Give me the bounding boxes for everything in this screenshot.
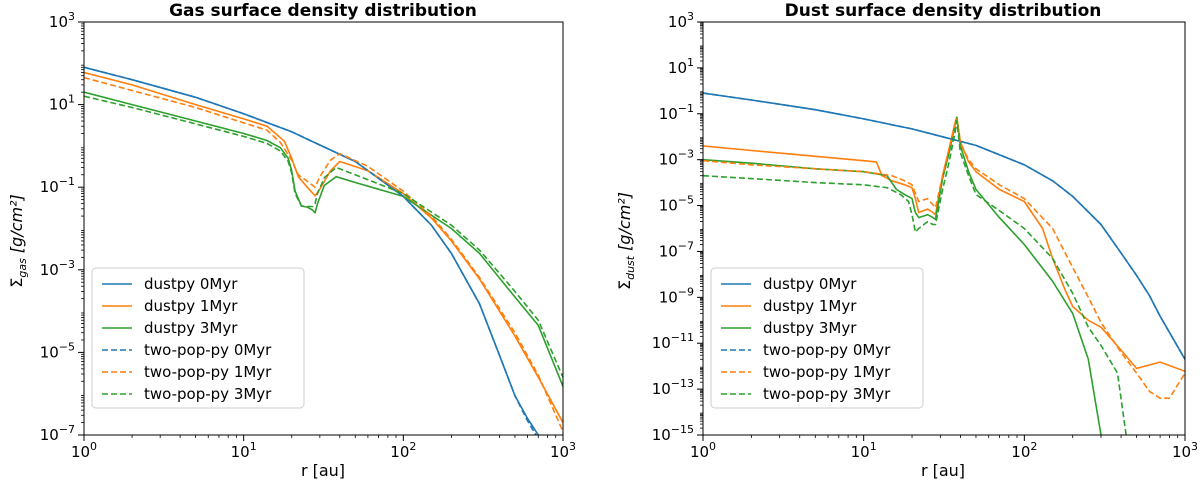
legend-label: two-pop-py 3Myr [144, 385, 272, 403]
y-tick-label: 10−13 [652, 377, 694, 398]
dust-density-chart: Dust surface density distribution Σdust … [615, 1, 1198, 480]
y-tick-label: 103 [49, 10, 75, 31]
legend-label: dustpy 1Myr [763, 297, 857, 315]
y-tick-label: 101 [49, 93, 75, 114]
legend-label: dustpy 0Myr [763, 275, 857, 293]
legend-frame [91, 267, 305, 409]
y-label-sub: gas [16, 258, 29, 278]
svg-text:Σgas [g/cm²]: Σgas [g/cm²] [7, 194, 29, 288]
y-tick-label: 103 [668, 10, 694, 31]
y-axis-label: Σdust [g/cm²] [615, 192, 637, 290]
legend-label: dustpy 1Myr [144, 297, 238, 315]
series-line-two-pop-py-1myr [84, 76, 563, 433]
series-line-dustpy-3myr [703, 116, 1102, 435]
y-tick-label: 10−1 [659, 102, 694, 123]
series-line-two-pop-py-0myr [84, 66, 537, 435]
y-tick-label: 10−9 [659, 285, 694, 306]
x-tick-label: 102 [390, 440, 416, 461]
y-label-sub: dust [624, 255, 637, 280]
y-label-unit: [g/cm²] [7, 194, 26, 253]
y-tick-label: 10−5 [40, 340, 75, 361]
legend-label: two-pop-py 0Myr [144, 341, 272, 359]
svg-text:Σdust [g/cm²]: Σdust [g/cm²] [615, 192, 637, 290]
y-axis-label: Σgas [g/cm²] [7, 194, 29, 288]
legend: dustpy 0Myr dustpy 1Myr dustpy 3Myr two-pop… [91, 267, 305, 409]
x-tick-label: 101 [231, 440, 257, 461]
series-line-dustpy-3myr [84, 91, 563, 387]
legend-label: two-pop-py 1Myr [144, 363, 272, 381]
y-tick-label: 10−3 [659, 148, 694, 169]
plot-frame [83, 21, 564, 436]
x-axis-label: r [au] [921, 461, 965, 480]
legend: dustpy 0Myr dustpy 1Myr dustpy 3Myr two-pop… [710, 267, 924, 409]
legend-label: two-pop-py 1Myr [763, 363, 891, 381]
y-tick-label: 101 [668, 56, 694, 77]
legend-label: dustpy 3Myr [763, 319, 857, 337]
series-line-two-pop-py-0myr [703, 92, 1185, 360]
y-tick-label: 10−11 [652, 331, 694, 352]
x-tick-label: 100 [690, 440, 716, 461]
y-label-main: Σ [615, 280, 634, 290]
series-line-two-pop-py-3myr [703, 119, 1127, 435]
ticks-group: 100 101 102 103 10−7 10−5 10−3 10−1 101 103 [40, 10, 576, 461]
legend-label: two-pop-py 3Myr [763, 385, 891, 403]
legend-label: dustpy 3Myr [144, 319, 238, 337]
legend-label: dustpy 0Myr [144, 275, 238, 293]
x-tick-label: 103 [550, 440, 576, 461]
series-group [84, 66, 563, 435]
y-tick-label: 10−7 [40, 423, 75, 444]
x-tick-label: 103 [1172, 440, 1198, 461]
series-line-dustpy-1myr [84, 71, 563, 423]
chart-title: Gas surface density distribution [169, 1, 477, 21]
y-tick-label: 10−5 [659, 194, 694, 215]
legend-label: two-pop-py 0Myr [763, 341, 891, 359]
x-axis-label: r [au] [301, 461, 345, 480]
gas-density-chart: Gas surface density distribution Σgas [g… [7, 1, 576, 480]
y-tick-label: 10−7 [659, 239, 694, 260]
plot-frame [702, 21, 1186, 436]
y-tick-label: 10−1 [40, 175, 75, 196]
chart-title: Dust surface density distribution [785, 1, 1102, 21]
y-tick-label: 10−15 [652, 423, 694, 444]
y-label-unit: [g/cm²] [615, 192, 634, 251]
y-tick-label: 10−3 [40, 258, 75, 279]
y-label-main: Σ [7, 278, 26, 288]
x-tick-label: 100 [71, 440, 97, 461]
legend-frame [710, 267, 924, 409]
x-tick-label: 101 [851, 440, 877, 461]
series-line-two-pop-py-1myr [703, 118, 1185, 400]
series-line-two-pop-py-3myr [84, 95, 563, 378]
series-group [703, 92, 1185, 435]
x-tick-label: 102 [1011, 440, 1037, 461]
